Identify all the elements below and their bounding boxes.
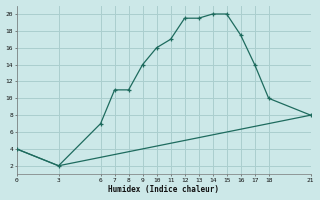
X-axis label: Humidex (Indice chaleur): Humidex (Indice chaleur)	[108, 185, 219, 194]
